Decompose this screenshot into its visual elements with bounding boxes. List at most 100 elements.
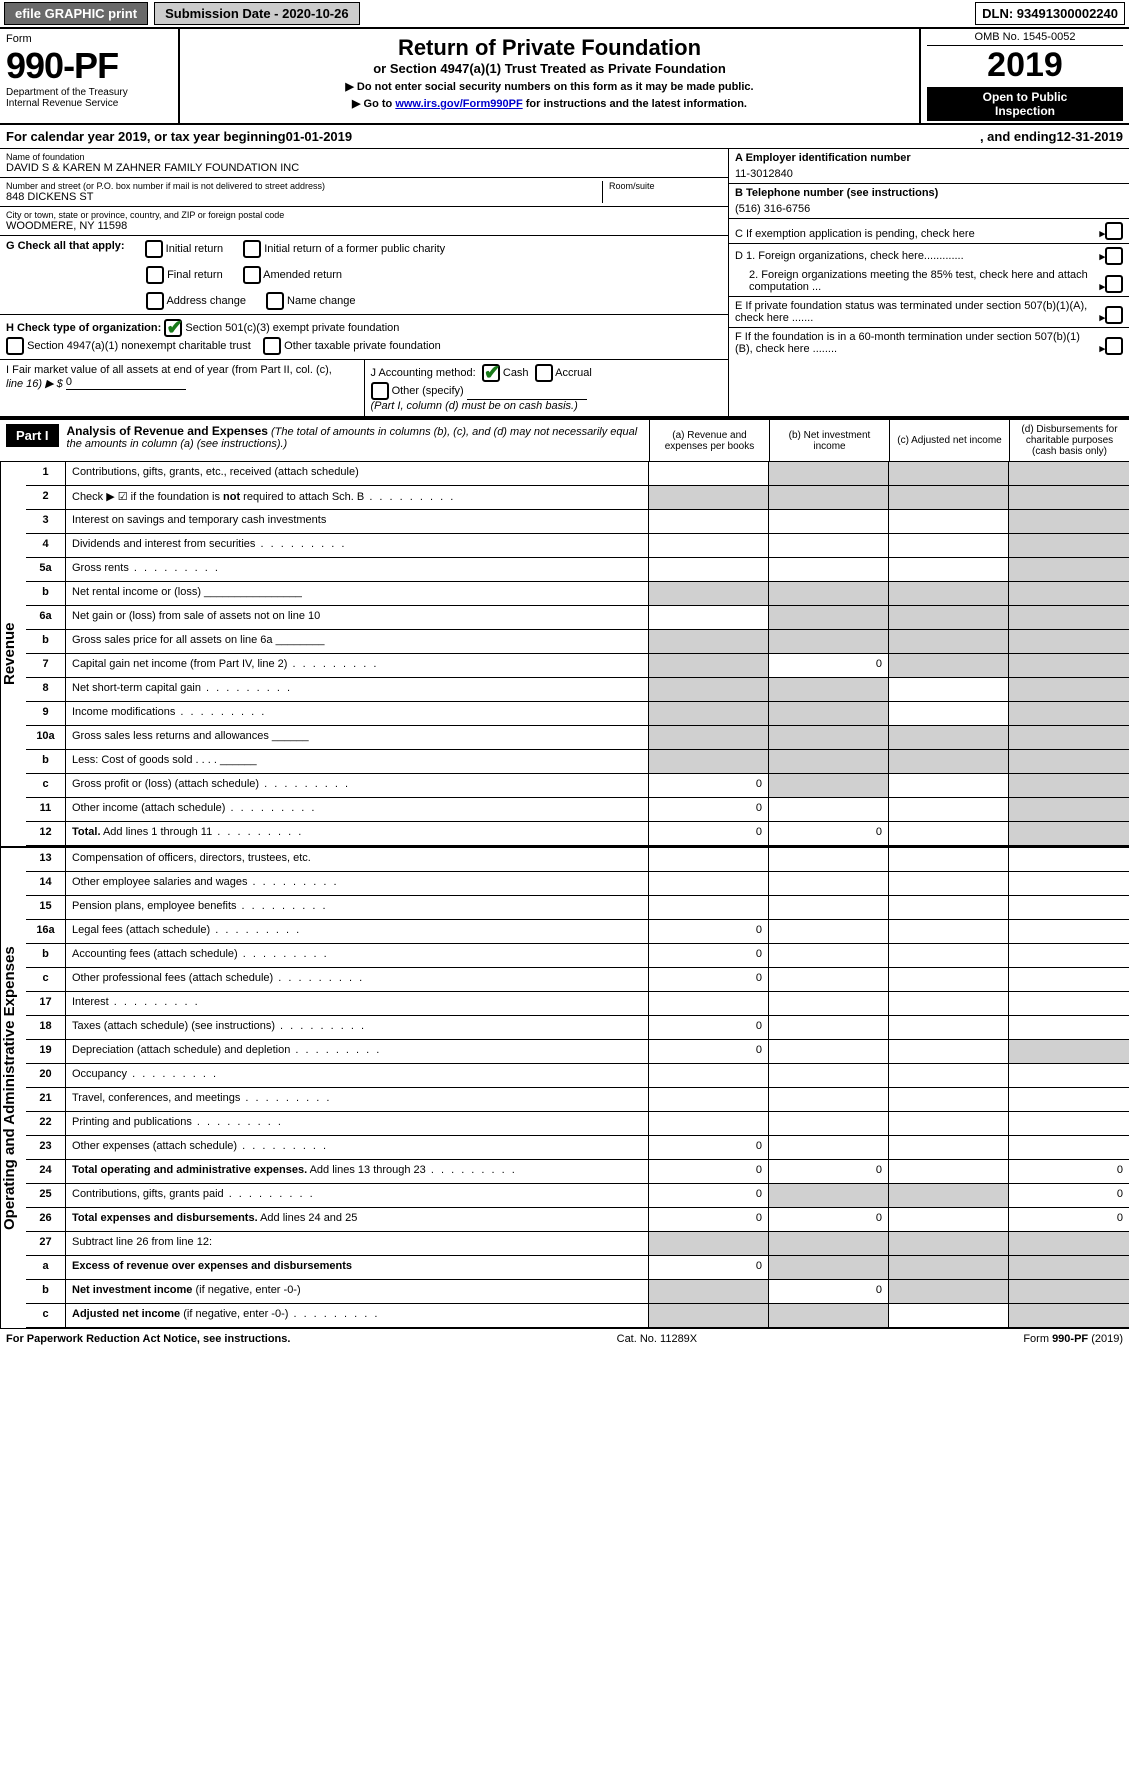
row-num: 15: [26, 896, 66, 919]
cell-shaded: [649, 702, 769, 725]
cell: [1009, 944, 1129, 967]
cell: [649, 558, 769, 581]
dept-2: Internal Revenue Service: [6, 98, 172, 109]
cell-shaded: [769, 1304, 889, 1327]
row-desc: Interest on savings and temporary cash i…: [66, 510, 649, 533]
g-opt-final[interactable]: Final return: [146, 266, 223, 284]
d-row: D 1. Foreign organizations, check here..…: [729, 244, 1129, 297]
g-opt-initial-former[interactable]: Initial return of a former public charit…: [243, 240, 445, 258]
g-opt-2: Address change: [166, 295, 246, 307]
e-checkbox[interactable]: [1105, 306, 1123, 324]
irs-link[interactable]: www.irs.gov/Form990PF: [395, 98, 522, 110]
d1-checkbox[interactable]: [1105, 247, 1123, 265]
c-label: C If exemption application is pending, c…: [735, 228, 1097, 240]
cell: [769, 872, 889, 895]
g-opt-address[interactable]: Address change: [146, 292, 246, 310]
ein-row: A Employer identification number 11-3012…: [729, 149, 1129, 184]
row-num: 7: [26, 654, 66, 677]
submission-date: Submission Date - 2020-10-26: [154, 2, 360, 25]
cell-shaded: [1009, 822, 1129, 845]
dept-1: Department of the Treasury: [6, 87, 172, 98]
row-desc: Other expenses (attach schedule): [66, 1136, 649, 1159]
city-row: City or town, state or province, country…: [0, 207, 728, 236]
part1-title: Analysis of Revenue and Expenses: [67, 424, 268, 438]
row-desc: Net rental income or (loss) ____________…: [66, 582, 649, 605]
table-row: 12Total. Add lines 1 through 1100: [26, 822, 1129, 846]
cell-shaded: [1009, 1304, 1129, 1327]
open-inspection: Open to Public Inspection: [927, 87, 1123, 121]
cell-shaded: [769, 1256, 889, 1279]
col-d-hdr: (d) Disbursements for charitable purpose…: [1009, 420, 1129, 461]
efile-button[interactable]: efile GRAPHIC print: [4, 2, 148, 25]
j-cash[interactable]: Cash: [482, 367, 529, 379]
row-num: b: [26, 944, 66, 967]
cell: [889, 798, 1009, 821]
table-row: 27Subtract line 26 from line 12:: [26, 1232, 1129, 1256]
table-row: bNet investment income (if negative, ent…: [26, 1280, 1129, 1304]
cell: [769, 848, 889, 871]
cell-shaded: [1009, 534, 1129, 557]
j-accrual[interactable]: Accrual: [535, 367, 592, 379]
g-opt-amended[interactable]: Amended return: [243, 266, 342, 284]
table-row: 1Contributions, gifts, grants, etc., rec…: [26, 462, 1129, 486]
cell: [889, 1136, 1009, 1159]
row-desc: Capital gain net income (from Part IV, l…: [66, 654, 649, 677]
row-num: 17: [26, 992, 66, 1015]
city-label: City or town, state or province, country…: [6, 210, 722, 220]
expenses-grid: 13Compensation of officers, directors, t…: [26, 848, 1129, 1328]
cell: [769, 534, 889, 557]
c-checkbox[interactable]: [1105, 222, 1123, 240]
j-accrual-lbl: Accrual: [555, 367, 592, 379]
j-other-lbl: Other (specify): [392, 385, 464, 397]
g-opt-5: Name change: [287, 295, 356, 307]
cell-shaded: [889, 1184, 1009, 1207]
cell-shaded: [769, 606, 889, 629]
section-g: G Check all that apply: Initial return I…: [0, 236, 728, 315]
cell-shaded: [769, 462, 889, 485]
g-opt-3: Initial return of a former public charit…: [264, 243, 445, 255]
col-c-hdr: (c) Adjusted net income: [889, 420, 1009, 461]
cell-shaded: [1009, 654, 1129, 677]
h-opt-4947[interactable]: Section 4947(a)(1) nonexempt charitable …: [6, 340, 251, 352]
j-label: J Accounting method:: [371, 367, 476, 379]
phone-row: B Telephone number (see instructions) (5…: [729, 184, 1129, 219]
j-other[interactable]: Other (specify): [371, 385, 587, 397]
inspect-2: Inspection: [995, 104, 1055, 118]
cell-shaded: [1009, 606, 1129, 629]
row-desc: Printing and publications: [66, 1112, 649, 1135]
g-opt-initial[interactable]: Initial return: [145, 240, 224, 258]
section-i: I Fair market value of all assets at end…: [0, 360, 365, 416]
h-opt-other[interactable]: Other taxable private foundation: [263, 340, 441, 352]
table-row: aExcess of revenue over expenses and dis…: [26, 1256, 1129, 1280]
row-num: b: [26, 630, 66, 653]
d1-label: D 1. Foreign organizations, check here..…: [735, 250, 1097, 262]
cell: 0: [649, 798, 769, 821]
cell: [769, 558, 889, 581]
cell-shaded: [889, 1256, 1009, 1279]
row-num: c: [26, 774, 66, 797]
city-val: WOODMERE, NY 11598: [6, 220, 722, 232]
cell: [649, 534, 769, 557]
a-label: A Employer identification number: [735, 152, 1123, 164]
j-cash-lbl: Cash: [503, 367, 529, 379]
cell-shaded: [769, 1184, 889, 1207]
cell: [649, 1064, 769, 1087]
h-opt-501c3[interactable]: Section 501(c)(3) exempt private foundat…: [164, 322, 399, 334]
part1-label: Part I: [6, 424, 59, 447]
cell: 0: [649, 774, 769, 797]
cell: [889, 848, 1009, 871]
g-label: G Check all that apply:: [6, 240, 125, 258]
cell-shaded: [769, 726, 889, 749]
calendar-year-row: For calendar year 2019, or tax year begi…: [0, 125, 1129, 149]
cell: 0: [1009, 1208, 1129, 1231]
row-num: 27: [26, 1232, 66, 1255]
cell: [889, 702, 1009, 725]
j-note: (Part I, column (d) must be on cash basi…: [371, 400, 578, 412]
cell-shaded: [769, 702, 889, 725]
cell: 0: [649, 1040, 769, 1063]
f-checkbox[interactable]: [1105, 337, 1123, 355]
d2-checkbox[interactable]: [1105, 275, 1123, 293]
g-opt-name[interactable]: Name change: [266, 292, 356, 310]
row-desc: Total. Add lines 1 through 11: [66, 822, 649, 845]
cell: 0: [649, 920, 769, 943]
